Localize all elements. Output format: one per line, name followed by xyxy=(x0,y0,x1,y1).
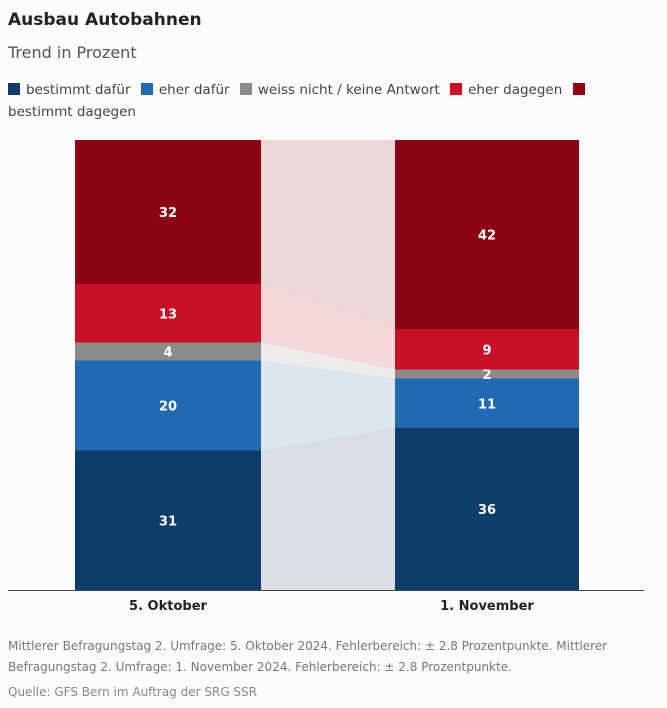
bar-segment xyxy=(395,369,579,379)
legend-label: weiss nicht / keine Antwort xyxy=(257,82,440,98)
bar-segment xyxy=(395,329,579,370)
connector-band xyxy=(261,284,395,370)
legend-item: bestimmt dafür xyxy=(8,82,131,98)
connector-band xyxy=(261,360,395,451)
data-label: 13 xyxy=(159,307,177,322)
source-note: Quelle: GFS Bern im Auftrag der SRG SSR xyxy=(8,685,257,699)
legend-item: bestimmt dagegen xyxy=(8,82,591,120)
legend: bestimmt dafür eher dafür weiss nicht / … xyxy=(8,79,648,123)
connector-band xyxy=(261,428,395,590)
legend-label: eher dagegen xyxy=(468,82,563,98)
bar-segment xyxy=(395,428,579,590)
legend-label: bestimmt dafür xyxy=(26,82,131,98)
legend-item: eher dagegen xyxy=(450,82,562,98)
bar-segment xyxy=(75,360,261,451)
bar-segment xyxy=(395,140,579,329)
connector-band xyxy=(261,140,395,329)
data-label: 4 xyxy=(163,346,172,361)
x-tick-label: 5. Oktober xyxy=(129,599,207,614)
legend-swatch xyxy=(140,83,153,95)
legend-label: bestimmt dagegen xyxy=(8,104,136,120)
bar-segment xyxy=(75,342,261,361)
legend-item: weiss nicht / keine Antwort xyxy=(239,82,440,98)
stacked-bar-chart: 31 20 4 13 32 5. Oktober 36 11 2 9 42 1. November xyxy=(8,140,644,614)
legend-swatch xyxy=(572,83,585,95)
data-label: 36 xyxy=(478,503,496,518)
data-label: 20 xyxy=(159,400,177,415)
data-label: 42 xyxy=(478,229,496,244)
bar-segment xyxy=(75,450,261,590)
bar-segment xyxy=(395,378,579,428)
x-tick-label: 1. November xyxy=(440,599,534,614)
bar-segment xyxy=(75,284,261,343)
legend-swatch xyxy=(450,83,463,95)
chart-title: Ausbau Autobahnen xyxy=(8,10,202,30)
footnote: Mittlerer Befragungstag 2. Umfrage: 5. O… xyxy=(8,639,608,674)
data-label: 9 xyxy=(482,343,491,358)
data-label: 2 xyxy=(482,368,491,383)
legend-item: eher dafür xyxy=(140,82,230,98)
data-label: 32 xyxy=(159,206,177,221)
data-label: 31 xyxy=(159,514,177,529)
data-label: 11 xyxy=(478,397,496,412)
legend-swatch xyxy=(8,83,20,95)
bar-segment xyxy=(75,140,261,284)
connector-band xyxy=(261,342,395,379)
legend-label: eher dafür xyxy=(158,82,230,98)
legend-swatch xyxy=(239,83,252,95)
chart-subtitle: Trend in Prozent xyxy=(8,43,137,62)
